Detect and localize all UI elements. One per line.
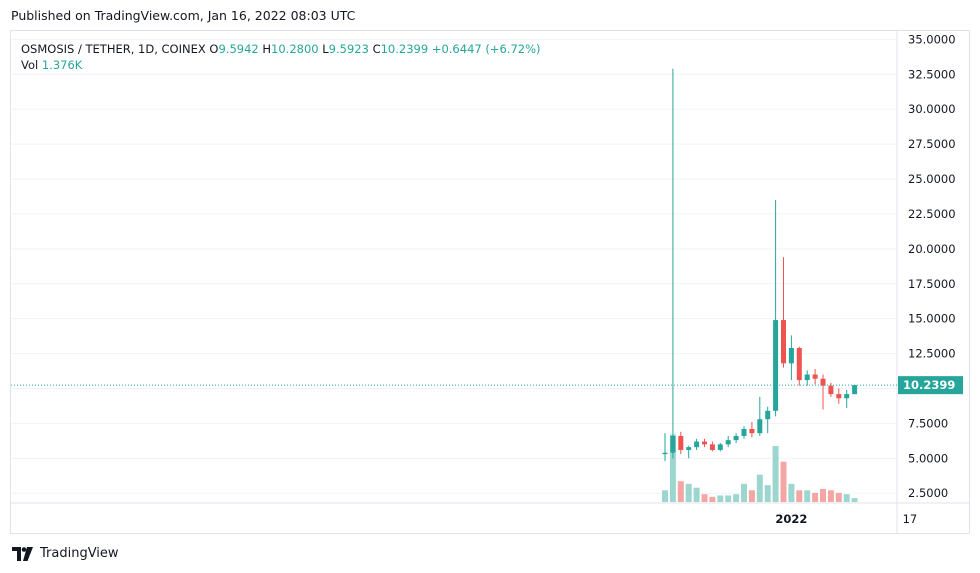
y-tick-label: 17.5000 (908, 277, 956, 291)
candle-body (844, 394, 850, 399)
y-tick-label: 32.5000 (908, 67, 956, 81)
volume-bar (835, 492, 842, 502)
candle-body (717, 444, 723, 450)
candle-body (702, 441, 707, 445)
y-tick-label: 25.0000 (908, 172, 956, 186)
chart-legend: OSMOSIS / TETHER, 1D, COINEX O9.5942 H10… (21, 40, 541, 58)
last-price-badge (898, 376, 963, 395)
volume-bar (741, 483, 747, 502)
close-label: C (372, 42, 381, 56)
volume-value: 1.376K (41, 58, 83, 72)
candle-body (773, 320, 779, 411)
chart-frame[interactable] (10, 30, 970, 534)
volume-bar (851, 498, 858, 502)
volume-bar (788, 483, 795, 502)
y-tick-label: 30.0000 (908, 102, 956, 116)
volume-legend: Vol 1.376K (21, 58, 82, 72)
candle-body (781, 320, 786, 364)
tradingview-brand: TradingView (40, 546, 119, 561)
tradingview-footer[interactable]: TradingView (12, 546, 119, 561)
y-tick-label: 15.0000 (908, 312, 956, 326)
candle-body (804, 374, 810, 381)
volume-bar (772, 446, 779, 502)
y-tick-label: 5.0000 (908, 451, 948, 465)
volume-bar (693, 487, 700, 502)
volume-bar (843, 494, 850, 502)
y-tick-label: 12.5000 (908, 347, 956, 361)
low-label: L (322, 42, 329, 56)
last-price-label: 10.2399 (903, 378, 955, 392)
y-tick-label: 7.5000 (908, 416, 948, 430)
change-value: +0.6447 (+6.72%) (431, 42, 541, 56)
high-value: 10.2800 (271, 42, 319, 56)
y-tick-label: 27.5000 (908, 137, 956, 151)
high-label: H (262, 42, 272, 56)
volume-label: Vol (21, 58, 39, 72)
candle-body (694, 441, 700, 448)
x-tick-label: 17 (903, 512, 918, 526)
volume-bar (662, 490, 668, 502)
x-tick-label: 2022 (775, 512, 807, 526)
y-tick-label: 20.0000 (908, 242, 956, 256)
open-value: 9.5942 (218, 42, 259, 56)
volume-bar (733, 494, 740, 502)
candle-body (709, 444, 715, 450)
volume-bar (709, 496, 716, 502)
candle-body (820, 378, 826, 386)
candle-body (741, 428, 747, 436)
volume-bar (796, 490, 803, 502)
published-notice: Published on TradingView.com, Jan 16, 20… (11, 8, 356, 23)
volume-bar (685, 483, 692, 502)
y-tick-label: 35.0000 (908, 32, 956, 46)
candle-body (733, 435, 739, 441)
volume-bar (804, 490, 811, 502)
candle-body (812, 374, 818, 379)
candle-body (836, 394, 842, 399)
candle-body (757, 419, 763, 434)
candle-body (670, 435, 676, 453)
volume-bar (820, 489, 826, 502)
volume-bar (780, 461, 787, 502)
volume-bar (717, 495, 724, 502)
volume-bar (701, 494, 708, 502)
candle-body (725, 440, 731, 445)
y-tick-label: 22.5000 (908, 207, 956, 221)
volume-bar (748, 490, 755, 502)
tradingview-logo-icon (12, 546, 33, 561)
volume-bar (764, 485, 771, 502)
low-value: 9.5923 (328, 42, 369, 56)
volume-bar (669, 434, 676, 502)
volume-bar (812, 492, 819, 502)
volume-bar (677, 481, 684, 502)
candle-body (796, 347, 802, 381)
candle-body (686, 447, 692, 450)
candle-body (828, 385, 834, 395)
volume-bar (756, 474, 763, 502)
candle-body (662, 452, 668, 455)
symbol-label: OSMOSIS / TETHER, 1D, COINEX (21, 42, 206, 56)
candle-body (765, 410, 771, 420)
candle-body (678, 435, 684, 450)
y-tick-label: 2.5000 (908, 486, 948, 500)
volume-bar (827, 490, 834, 502)
close-value: 10.2399 (380, 42, 429, 56)
volume-bar (725, 495, 732, 502)
candle-body (788, 347, 794, 364)
candle-body (749, 428, 755, 434)
open-label: O (209, 42, 219, 56)
candle-body (852, 385, 858, 395)
